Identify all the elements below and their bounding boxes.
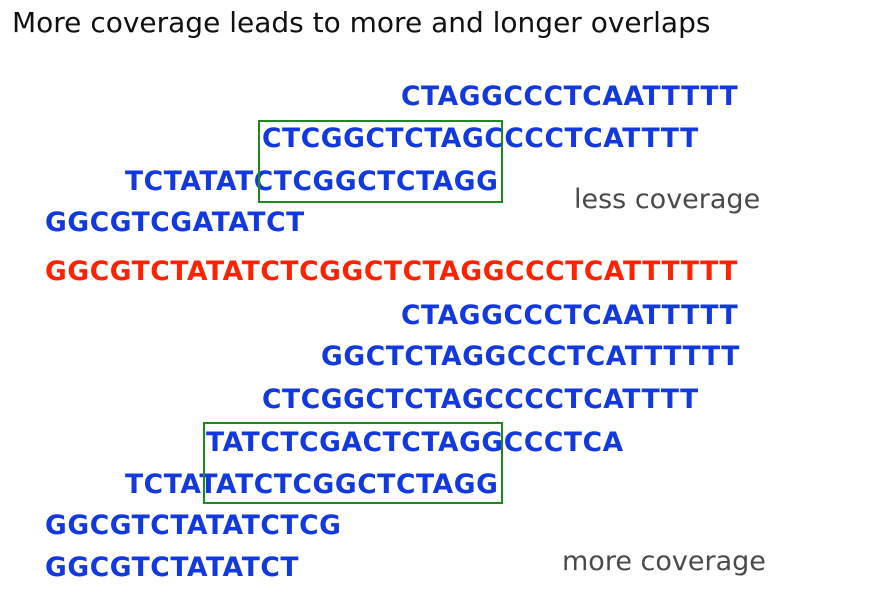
read-sequence: CTAGGCCCTCAATTTTT <box>401 300 739 331</box>
diagram-title: More coverage leads to more and longer o… <box>12 6 711 39</box>
more-coverage-label: more coverage <box>562 546 766 577</box>
read-sequence: GGCGTCGATATCT <box>45 207 305 238</box>
read-sequence: TATCTCGACTCTAGGCCCTCA <box>206 427 624 458</box>
less-coverage-label: less coverage <box>574 184 761 215</box>
read-sequence: CTCGGCTCTAGCCCCTCATTTT <box>262 384 699 415</box>
read-sequence: GGCGTCTATATCT <box>45 552 300 583</box>
read-sequence: GGCGTCTATATCTCG <box>45 510 342 541</box>
overlap-box-more-coverage <box>203 422 503 504</box>
overlap-box-less-coverage <box>258 120 503 203</box>
reference-sequence: GGCGTCTATATCTCGGCTCTAGGCCCTCATTTTTT <box>45 256 739 287</box>
read-sequence: GGCTCTAGGCCCTCATTTTTT <box>321 341 740 372</box>
read-sequence: CTAGGCCCTCAATTTTT <box>401 81 739 112</box>
read-sequence: TCTATATCTCGGCTCTAGG <box>125 469 499 500</box>
read-sequence: TCTATATCTCGGCTCTAGG <box>125 166 499 197</box>
read-sequence: CTCGGCTCTAGCCCCTCATTTT <box>262 123 699 154</box>
